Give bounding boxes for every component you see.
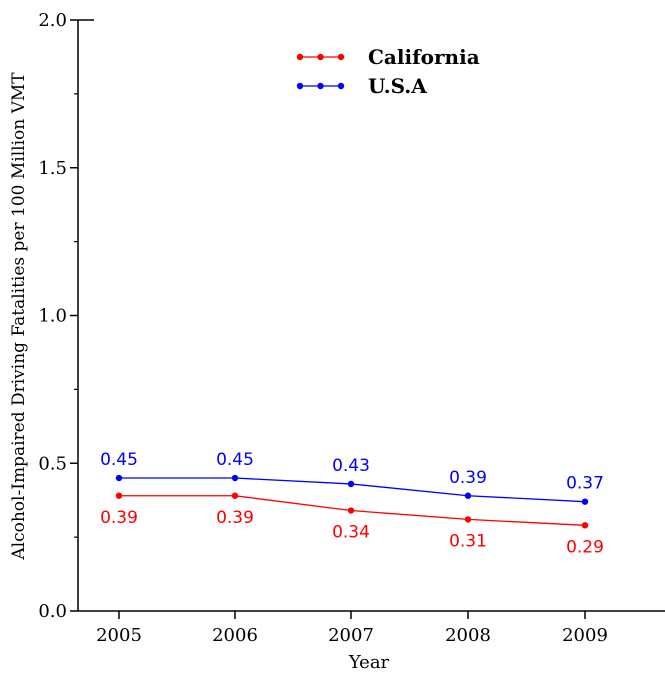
y-tick-label: 0.0 [38, 601, 67, 622]
data-label: 0.39 [216, 508, 254, 528]
legend-swatch-point [317, 53, 324, 61]
data-labels: 0.39 0.39 0.34 0.31 0.29 0.45 0.45 0.43 0.39 0.37 [100, 450, 604, 557]
data-point [347, 480, 355, 488]
x-tick-label: 2006 [212, 625, 258, 646]
y-tick-label: 0.5 [38, 453, 67, 474]
data-label: 0.43 [332, 456, 370, 476]
data-label: 0.37 [566, 474, 604, 494]
data-label: 0.34 [332, 523, 370, 543]
y-tick-label: 2.0 [38, 10, 67, 31]
legend-swatch-point [296, 53, 304, 61]
data-label: 0.45 [216, 450, 254, 470]
data-label: 0.29 [566, 537, 604, 557]
legend-entry: California [296, 45, 480, 69]
data-point [581, 522, 589, 529]
data-label: 0.31 [449, 531, 487, 551]
legend-label: California [368, 45, 480, 69]
legend-swatch-point [337, 82, 345, 90]
legend-label: U.S.A [368, 74, 427, 98]
x-tick-label: 2007 [328, 625, 374, 646]
x-ticks: 2005 2006 2007 2008 2009 [96, 611, 608, 646]
data-point [115, 474, 123, 482]
data-label: 0.39 [449, 468, 487, 488]
data-point [581, 498, 589, 505]
data-point [115, 492, 123, 499]
data-point [347, 507, 355, 514]
legend-entry: U.S.A [296, 74, 427, 98]
y-ticks: 0.0 0.5 1.0 1.5 2.0 [38, 10, 78, 622]
series-usa [115, 474, 589, 505]
x-tick-label: 2008 [445, 625, 491, 646]
x-tick-label: 2009 [562, 625, 608, 646]
axes [77, 19, 665, 612]
legend-swatch-point [296, 82, 304, 90]
series-california [115, 492, 589, 529]
data-label: 0.45 [100, 450, 138, 470]
legend: California U.S.A [296, 45, 480, 98]
data-point [464, 492, 472, 499]
y-axis-title: Alcohol-Impaired Driving Fatalities per … [9, 72, 29, 561]
x-tick-label: 2005 [96, 625, 142, 646]
data-point [231, 474, 239, 482]
y-tick-label: 1.0 [38, 306, 67, 327]
legend-swatch-point [317, 82, 324, 90]
x-axis-title: Year [348, 652, 390, 673]
series-layer [115, 474, 589, 529]
data-point [464, 516, 472, 523]
data-label: 0.39 [100, 508, 138, 528]
y-tick-label: 1.5 [38, 158, 67, 179]
data-point [231, 492, 239, 499]
legend-swatch-point [337, 53, 345, 61]
